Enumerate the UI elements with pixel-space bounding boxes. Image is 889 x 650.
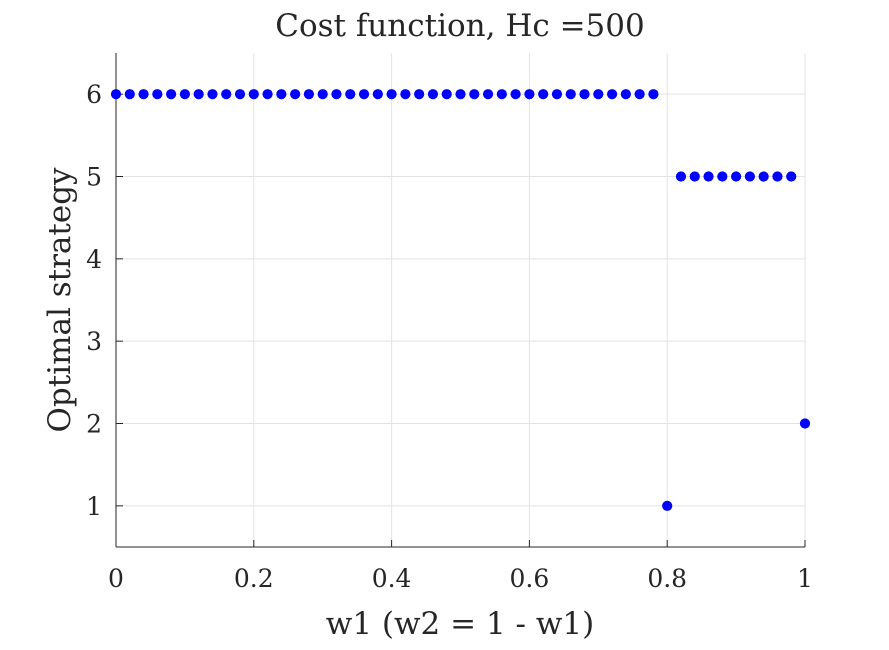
data-point — [276, 89, 287, 100]
data-point — [152, 89, 163, 100]
data-point — [455, 89, 466, 100]
data-point — [234, 89, 246, 100]
data-point — [606, 89, 618, 100]
data-point — [414, 89, 425, 100]
x-tick-label: 0.6 — [510, 564, 550, 593]
data-point — [303, 89, 315, 100]
data-point — [290, 89, 301, 100]
data-point — [551, 89, 563, 100]
data-point — [400, 89, 411, 100]
y-axis-title: Optimal strategy — [42, 167, 78, 433]
data-point — [482, 89, 494, 100]
x-tick-label: 0.4 — [372, 564, 412, 593]
data-point — [772, 171, 783, 182]
x-tick-label: 1 — [797, 564, 813, 593]
data-point — [496, 89, 507, 100]
data-point — [786, 171, 797, 182]
data-point — [386, 89, 397, 100]
data-point — [331, 89, 342, 100]
data-point — [358, 89, 370, 100]
data-point — [538, 89, 549, 100]
data-point — [717, 171, 728, 182]
data-point — [524, 89, 535, 100]
data-point — [648, 89, 659, 100]
data-point — [510, 89, 521, 100]
data-point — [620, 89, 631, 100]
x-tick-label: 0.2 — [234, 564, 274, 593]
data-point — [799, 418, 811, 429]
data-point — [124, 89, 135, 100]
data-point — [579, 89, 590, 100]
data-point — [662, 500, 673, 511]
data-point — [565, 89, 576, 100]
data-point — [166, 89, 177, 100]
data-point — [248, 89, 259, 100]
data-point — [689, 171, 700, 182]
data-point — [262, 89, 273, 100]
chart-title: Cost function, Hc =500 — [275, 8, 644, 44]
data-point — [372, 89, 383, 100]
data-point — [207, 89, 218, 100]
data-point — [703, 171, 714, 182]
data-points — [110, 89, 811, 511]
data-point — [675, 171, 687, 182]
data-point — [345, 89, 356, 100]
data-point — [593, 89, 604, 100]
data-point — [179, 89, 190, 100]
data-point — [744, 171, 755, 182]
plot-background — [116, 53, 805, 547]
data-point — [469, 89, 480, 100]
data-point — [441, 89, 452, 100]
data-point — [221, 89, 232, 100]
data-point — [758, 171, 769, 182]
y-tick-label: 5 — [86, 163, 102, 192]
data-point — [634, 89, 645, 100]
y-tick-label: 2 — [86, 410, 102, 439]
data-point — [427, 89, 439, 100]
y-tick-label: 1 — [86, 492, 102, 521]
axes — [115, 53, 806, 548]
x-axis-title: w1 (w2 = 1 - w1) — [326, 606, 594, 642]
y-tick-label: 6 — [86, 80, 102, 109]
data-point — [731, 171, 742, 182]
tick-labels: 0 0.2 0.4 0.6 0.8 1 1 2 3 4 5 6 — [86, 80, 813, 593]
data-point — [110, 89, 122, 100]
data-point — [193, 89, 204, 100]
x-tick-label: 0.8 — [647, 564, 687, 593]
data-point — [317, 89, 328, 100]
y-tick-label: 3 — [86, 327, 102, 356]
y-tick-label: 4 — [86, 245, 102, 274]
x-tick-label: 0 — [108, 564, 124, 593]
data-point — [138, 89, 149, 100]
